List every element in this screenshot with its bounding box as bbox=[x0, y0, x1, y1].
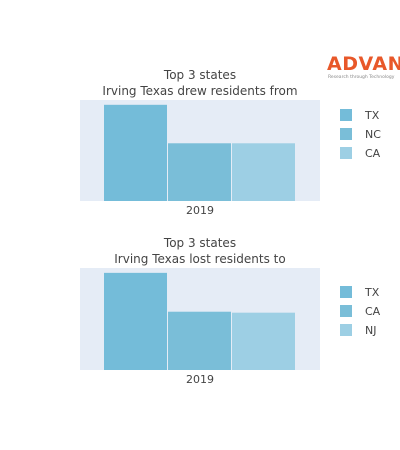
chart-subtitle: Irving Texas lost residents to bbox=[114, 252, 285, 266]
bar-nc[interactable] bbox=[168, 143, 231, 201]
legend-label-ca[interactable]: CA bbox=[365, 147, 381, 160]
bar-group bbox=[104, 272, 295, 370]
chart-title: Top 3 states bbox=[163, 236, 236, 250]
legend-swatch-nc[interactable] bbox=[340, 128, 352, 140]
legend-swatch-tx[interactable] bbox=[340, 286, 352, 298]
bar-ca[interactable] bbox=[168, 311, 231, 370]
legend-label-nj[interactable]: NJ bbox=[365, 324, 376, 337]
legend-label-nc[interactable]: NC bbox=[365, 128, 381, 141]
chart-lost-to: Top 3 states Irving Texas lost residents… bbox=[80, 236, 381, 386]
x-tick-label: 2019 bbox=[186, 373, 214, 386]
legend-swatch-ca[interactable] bbox=[340, 147, 352, 159]
legend: TX NC CA bbox=[340, 109, 381, 160]
legend: TX CA NJ bbox=[340, 286, 381, 337]
legend-swatch-ca[interactable] bbox=[340, 305, 352, 317]
chart-drew-from: Top 3 states Irving Texas drew residents… bbox=[80, 68, 381, 217]
bar-group bbox=[104, 104, 295, 201]
logo-tagline: Research through Technology bbox=[328, 74, 395, 80]
x-tick-label: 2019 bbox=[186, 204, 214, 217]
bar-ca[interactable] bbox=[232, 143, 295, 201]
chart-subtitle: Irving Texas drew residents from bbox=[102, 84, 297, 98]
logo-name: ADVAN bbox=[327, 53, 400, 75]
legend-swatch-nj[interactable] bbox=[340, 324, 352, 336]
legend-label-tx[interactable]: TX bbox=[364, 286, 380, 299]
legend-label-ca[interactable]: CA bbox=[365, 305, 381, 318]
advan-logo: ADVAN Research through Technology bbox=[327, 53, 400, 80]
legend-label-tx[interactable]: TX bbox=[364, 109, 380, 122]
bar-nj[interactable] bbox=[232, 312, 295, 370]
chart-title: Top 3 states bbox=[163, 68, 236, 82]
legend-swatch-tx[interactable] bbox=[340, 109, 352, 121]
bar-tx[interactable] bbox=[104, 272, 167, 370]
bar-tx[interactable] bbox=[104, 104, 167, 201]
